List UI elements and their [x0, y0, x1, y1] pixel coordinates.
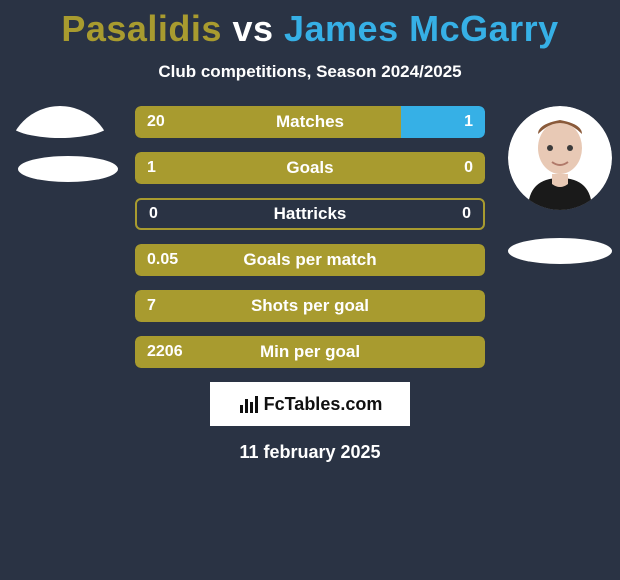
stat-bars: 20Matches11Goals00Hattricks00.05Goals pe… [135, 106, 485, 368]
player1-name: Pasalidis [61, 8, 222, 49]
body-area: 20Matches11Goals00Hattricks00.05Goals pe… [0, 106, 620, 463]
player2-avatar [508, 106, 612, 210]
stat-label: Min per goal [135, 342, 485, 362]
stat-row: 2206Min per goal [135, 336, 485, 368]
stat-right-value: 0 [464, 159, 473, 177]
source-logo: FcTables.com [210, 382, 410, 426]
avatar-ellipse-icon [8, 106, 112, 138]
player2-caption [508, 238, 612, 264]
stat-right-value: 1 [464, 113, 473, 131]
stat-row: 20Matches1 [135, 106, 485, 138]
subtitle: Club competitions, Season 2024/2025 [0, 62, 620, 82]
stat-label: Goals per match [135, 250, 485, 270]
stat-row: 1Goals0 [135, 152, 485, 184]
comparison-infographic: Pasalidis vs James McGarry Club competit… [0, 0, 620, 580]
stat-row: 0.05Goals per match [135, 244, 485, 276]
stat-right-value: 0 [462, 205, 471, 223]
player2-name: James McGarry [284, 8, 559, 49]
stat-label: Goals [135, 158, 485, 178]
avatar-photo-icon [508, 106, 612, 210]
vs-separator: vs [232, 8, 273, 49]
page-title: Pasalidis vs James McGarry [0, 0, 620, 50]
stat-row: 7Shots per goal [135, 290, 485, 322]
stat-label: Matches [135, 112, 485, 132]
stat-row: 0Hattricks0 [135, 198, 485, 230]
stat-label: Shots per goal [135, 296, 485, 316]
player1-caption [18, 156, 118, 182]
logo-text: FcTables.com [264, 394, 383, 415]
chart-bars-icon [238, 393, 260, 415]
infographic-date: 11 february 2025 [0, 442, 620, 463]
stat-label: Hattricks [137, 204, 483, 224]
